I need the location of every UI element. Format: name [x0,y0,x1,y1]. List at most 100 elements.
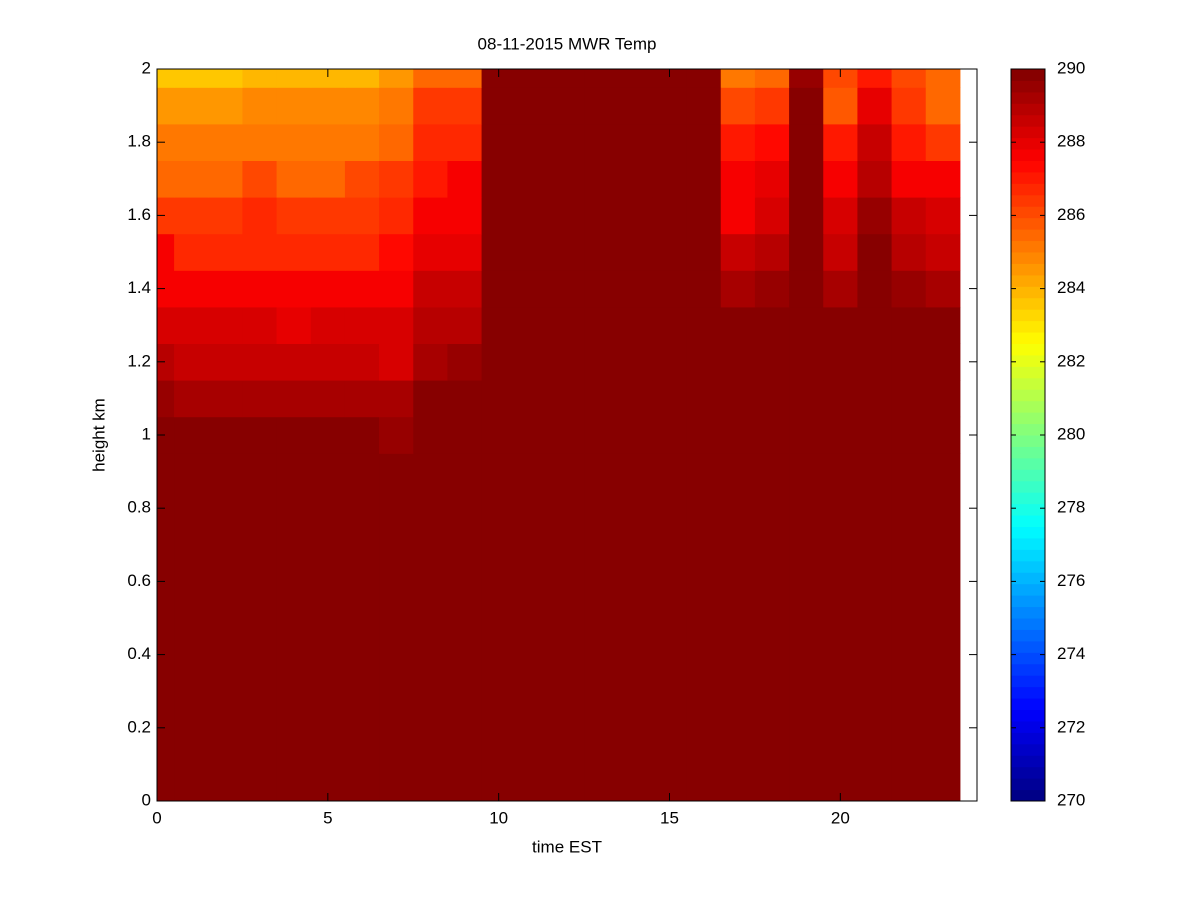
heatmap-cell [789,270,824,308]
heatmap [157,69,961,802]
heatmap-cell [481,343,517,381]
heatmap-cell [618,380,653,418]
heatmap-cell [549,197,585,235]
heatmap-cell [891,69,927,88]
heatmap-cell [242,270,278,308]
heatmap-cell [789,343,824,381]
heatmap-cell [344,416,380,454]
heatmap-cell [379,270,414,308]
heatmap-cell [754,416,790,454]
x-tick-label: 0 [152,808,161,827]
heatmap-cell [618,416,653,454]
heatmap-cell [208,270,243,308]
heatmap-cell [686,270,722,308]
heatmap-cell [789,233,824,271]
colorbar-swatch [1011,423,1045,436]
heatmap-cell [515,87,551,125]
colorbar-swatch [1011,309,1045,322]
y-tick-label: 0.2 [127,717,151,736]
heatmap-cell [208,197,243,235]
colorbar-tick-label: 290 [1057,58,1085,77]
heatmap-cell [310,453,346,802]
heatmap-cell [242,416,278,454]
colorbar-swatch [1011,709,1045,722]
heatmap-cell [310,160,346,198]
heatmap-cell [481,87,517,125]
colorbar-swatch [1011,743,1045,756]
heatmap-cell [686,343,722,381]
colorbar-tick-label: 278 [1057,498,1085,517]
heatmap-cell [789,87,824,125]
heatmap-cell [413,343,448,381]
heatmap-cell [925,380,961,418]
heatmap-cell [891,160,927,198]
colorbar-swatch [1011,515,1045,527]
colorbar-swatch [1011,366,1045,379]
heatmap-cell [857,69,893,88]
heatmap-cell [413,233,448,271]
y-tick-label: 1.4 [127,278,151,297]
heatmap-cell [584,69,619,88]
heatmap-cell [344,270,380,308]
heatmap-cell [754,123,790,161]
heatmap-cell [276,87,312,125]
heatmap-cell [584,270,619,308]
heatmap-cell [157,306,175,344]
heatmap-cell [584,453,619,802]
heatmap-cell [344,160,380,198]
colorbar-swatch [1011,469,1045,482]
colorbar-swatch [1011,160,1045,173]
heatmap-cell [925,69,961,88]
heatmap-cell [720,233,756,271]
heatmap-cell [789,69,824,88]
heatmap-cell [413,160,448,198]
colorbar-swatch [1011,435,1045,447]
colorbar-swatch [1011,652,1045,665]
heatmap-cell [823,87,858,125]
heatmap-cell [242,453,278,802]
colorbar-swatch [1011,640,1045,653]
heatmap-cell [652,453,688,802]
colorbar-swatch [1011,274,1045,287]
heatmap-cell [447,123,483,161]
colorbar-swatch [1011,457,1045,470]
heatmap-cell [413,380,448,418]
heatmap-cell [754,453,790,802]
heatmap-cell [686,453,722,802]
heatmap-cell [174,380,209,418]
colorbar-swatch [1011,583,1045,596]
heatmap-cell [242,306,278,344]
heatmap-cell [686,233,722,271]
colorbar-swatch [1011,91,1045,104]
y-tick-label: 1 [142,424,151,443]
heatmap-cell [789,197,824,235]
heatmap-cell [413,416,448,454]
heatmap-cell [379,380,414,418]
heatmap-cell [157,69,175,88]
heatmap-cell [379,306,414,344]
heatmap-cell [652,160,688,198]
colorbar-swatch [1011,492,1045,505]
heatmap-cell [823,197,858,235]
colorbar-swatch [1011,778,1045,791]
heatmap-cell [652,197,688,235]
colorbar-swatch [1011,537,1045,550]
heatmap-cell [584,343,619,381]
heatmap-cell [174,306,209,344]
colorbar-swatch [1011,377,1045,390]
heatmap-cell [823,270,858,308]
heatmap-cell [720,270,756,308]
heatmap-cell [276,453,312,802]
heatmap-cell [891,123,927,161]
colorbar-tick-label: 276 [1057,571,1085,590]
y-tick-label: 1.2 [127,351,151,370]
colorbar-swatch [1011,183,1045,196]
heatmap-cell [157,233,175,271]
heatmap-cell [310,123,346,161]
heatmap-cell [584,87,619,125]
heatmap-cell [754,306,790,344]
y-tick-label: 1.6 [127,205,151,224]
heatmap-cell [276,123,312,161]
heatmap-cell [925,160,961,198]
heatmap-cell [754,160,790,198]
